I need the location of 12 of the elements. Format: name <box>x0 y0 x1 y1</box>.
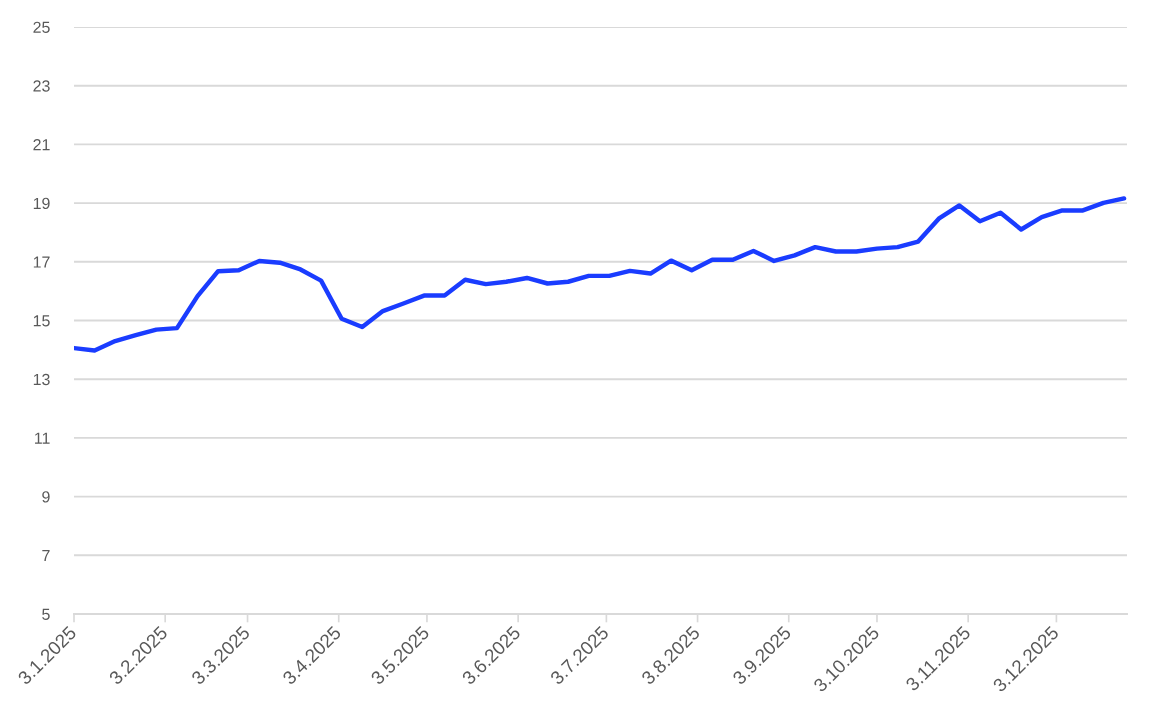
y-tick-label: 23 <box>33 80 50 92</box>
y-tick-label: 5 <box>42 608 50 620</box>
y-tick-label: 15 <box>33 315 50 327</box>
y-tick-label: 19 <box>33 197 50 210</box>
y-tick-label: 9 <box>42 491 50 503</box>
y-tick-label: 17 <box>33 256 50 268</box>
y-tick-label: 13 <box>33 373 50 386</box>
y-tick-label: 25 <box>33 21 50 33</box>
y-tick-label: 7 <box>42 550 50 562</box>
y-tick-label: 21 <box>33 139 50 151</box>
y-tick-label: 11 <box>35 432 50 444</box>
line-series <box>74 196 1127 353</box>
